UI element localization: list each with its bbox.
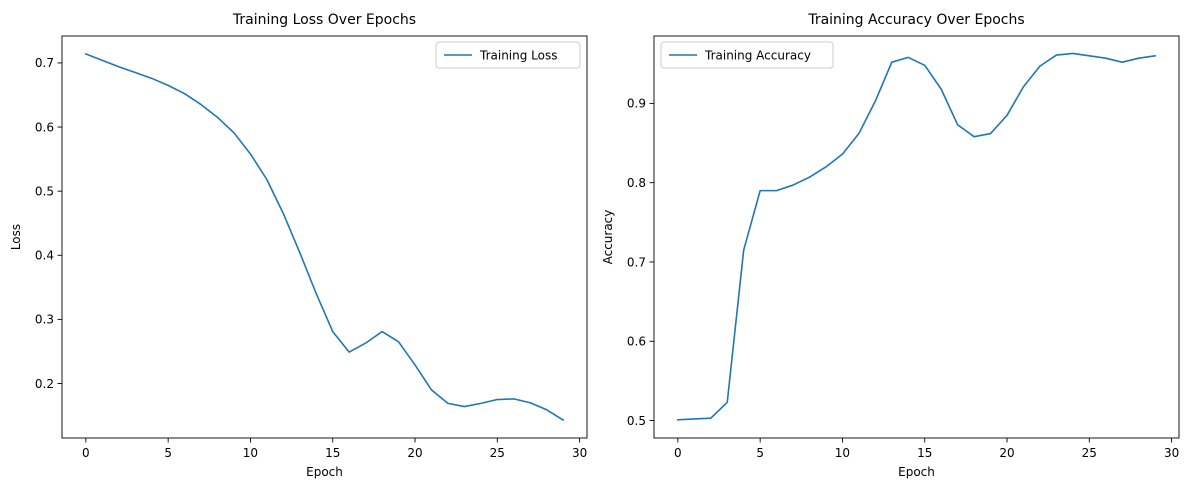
x-tick-label: 5 [164,446,172,460]
series-line-1 [84,52,565,422]
y-tick-label: 0.7 [627,255,646,269]
x-tick-label: 5 [756,446,764,460]
axes-frame [61,35,588,439]
x-tick-label: 10 [835,446,850,460]
y-axis-label: Accuracy [601,210,615,265]
x-tick-label: 20 [407,446,422,460]
x-tick-label: 15 [917,446,932,460]
x-axis-label: Epoch [306,465,343,479]
y-tick-label: 0.4 [35,249,54,263]
y-tick-label: 0.7 [35,56,54,70]
legend-entry: Training Accuracy [704,48,811,62]
chart-panel-2: 0 5 10 15 20 25 30 0.5 0.6 0.7 0.8 0.9 Training Accu… [601,12,1180,479]
x-tick-label: 15 [325,446,340,460]
x-tick-label: 20 [999,446,1014,460]
legend-box [435,41,581,69]
series-line-1 [677,52,1157,421]
legend: Training Loss [435,41,581,69]
x-tick-label: 0 [674,446,682,460]
x-tick-label: 10 [243,446,258,460]
y-tick-label: 0.6 [627,335,646,349]
y-tick-label: 0.3 [35,313,54,327]
chart-title: Training Accuracy Over Epochs [807,12,1024,28]
y-tick-label: 0.9 [627,97,646,111]
y-tick-label: 0.8 [627,176,646,190]
y-tick-label: 0.6 [35,120,54,134]
legend-entry: Training Loss [479,48,557,62]
x-tick-label: 25 [1082,446,1097,460]
x-tick-label: 30 [572,446,587,460]
legend-box [660,41,834,69]
x-tick-label: 30 [1164,446,1179,460]
y-tick-label: 0.5 [35,184,54,198]
y-axis-label: Loss [9,224,23,250]
x-tick-label: 0 [82,446,90,460]
chart-panel-1: 0 5 10 15 20 25 30 0.2 0.3 0.4 0.5 0.6 0.7 Training L… [9,12,588,479]
x-axis-label: Epoch [898,465,935,479]
y-tick-label: 0.5 [627,414,646,428]
x-tick-label: 25 [490,446,505,460]
y-tick-label: 0.2 [35,377,54,391]
legend: Training Accuracy [660,41,834,69]
chart-title: Training Loss Over Epochs [232,12,416,28]
axes-frame [653,35,1180,439]
